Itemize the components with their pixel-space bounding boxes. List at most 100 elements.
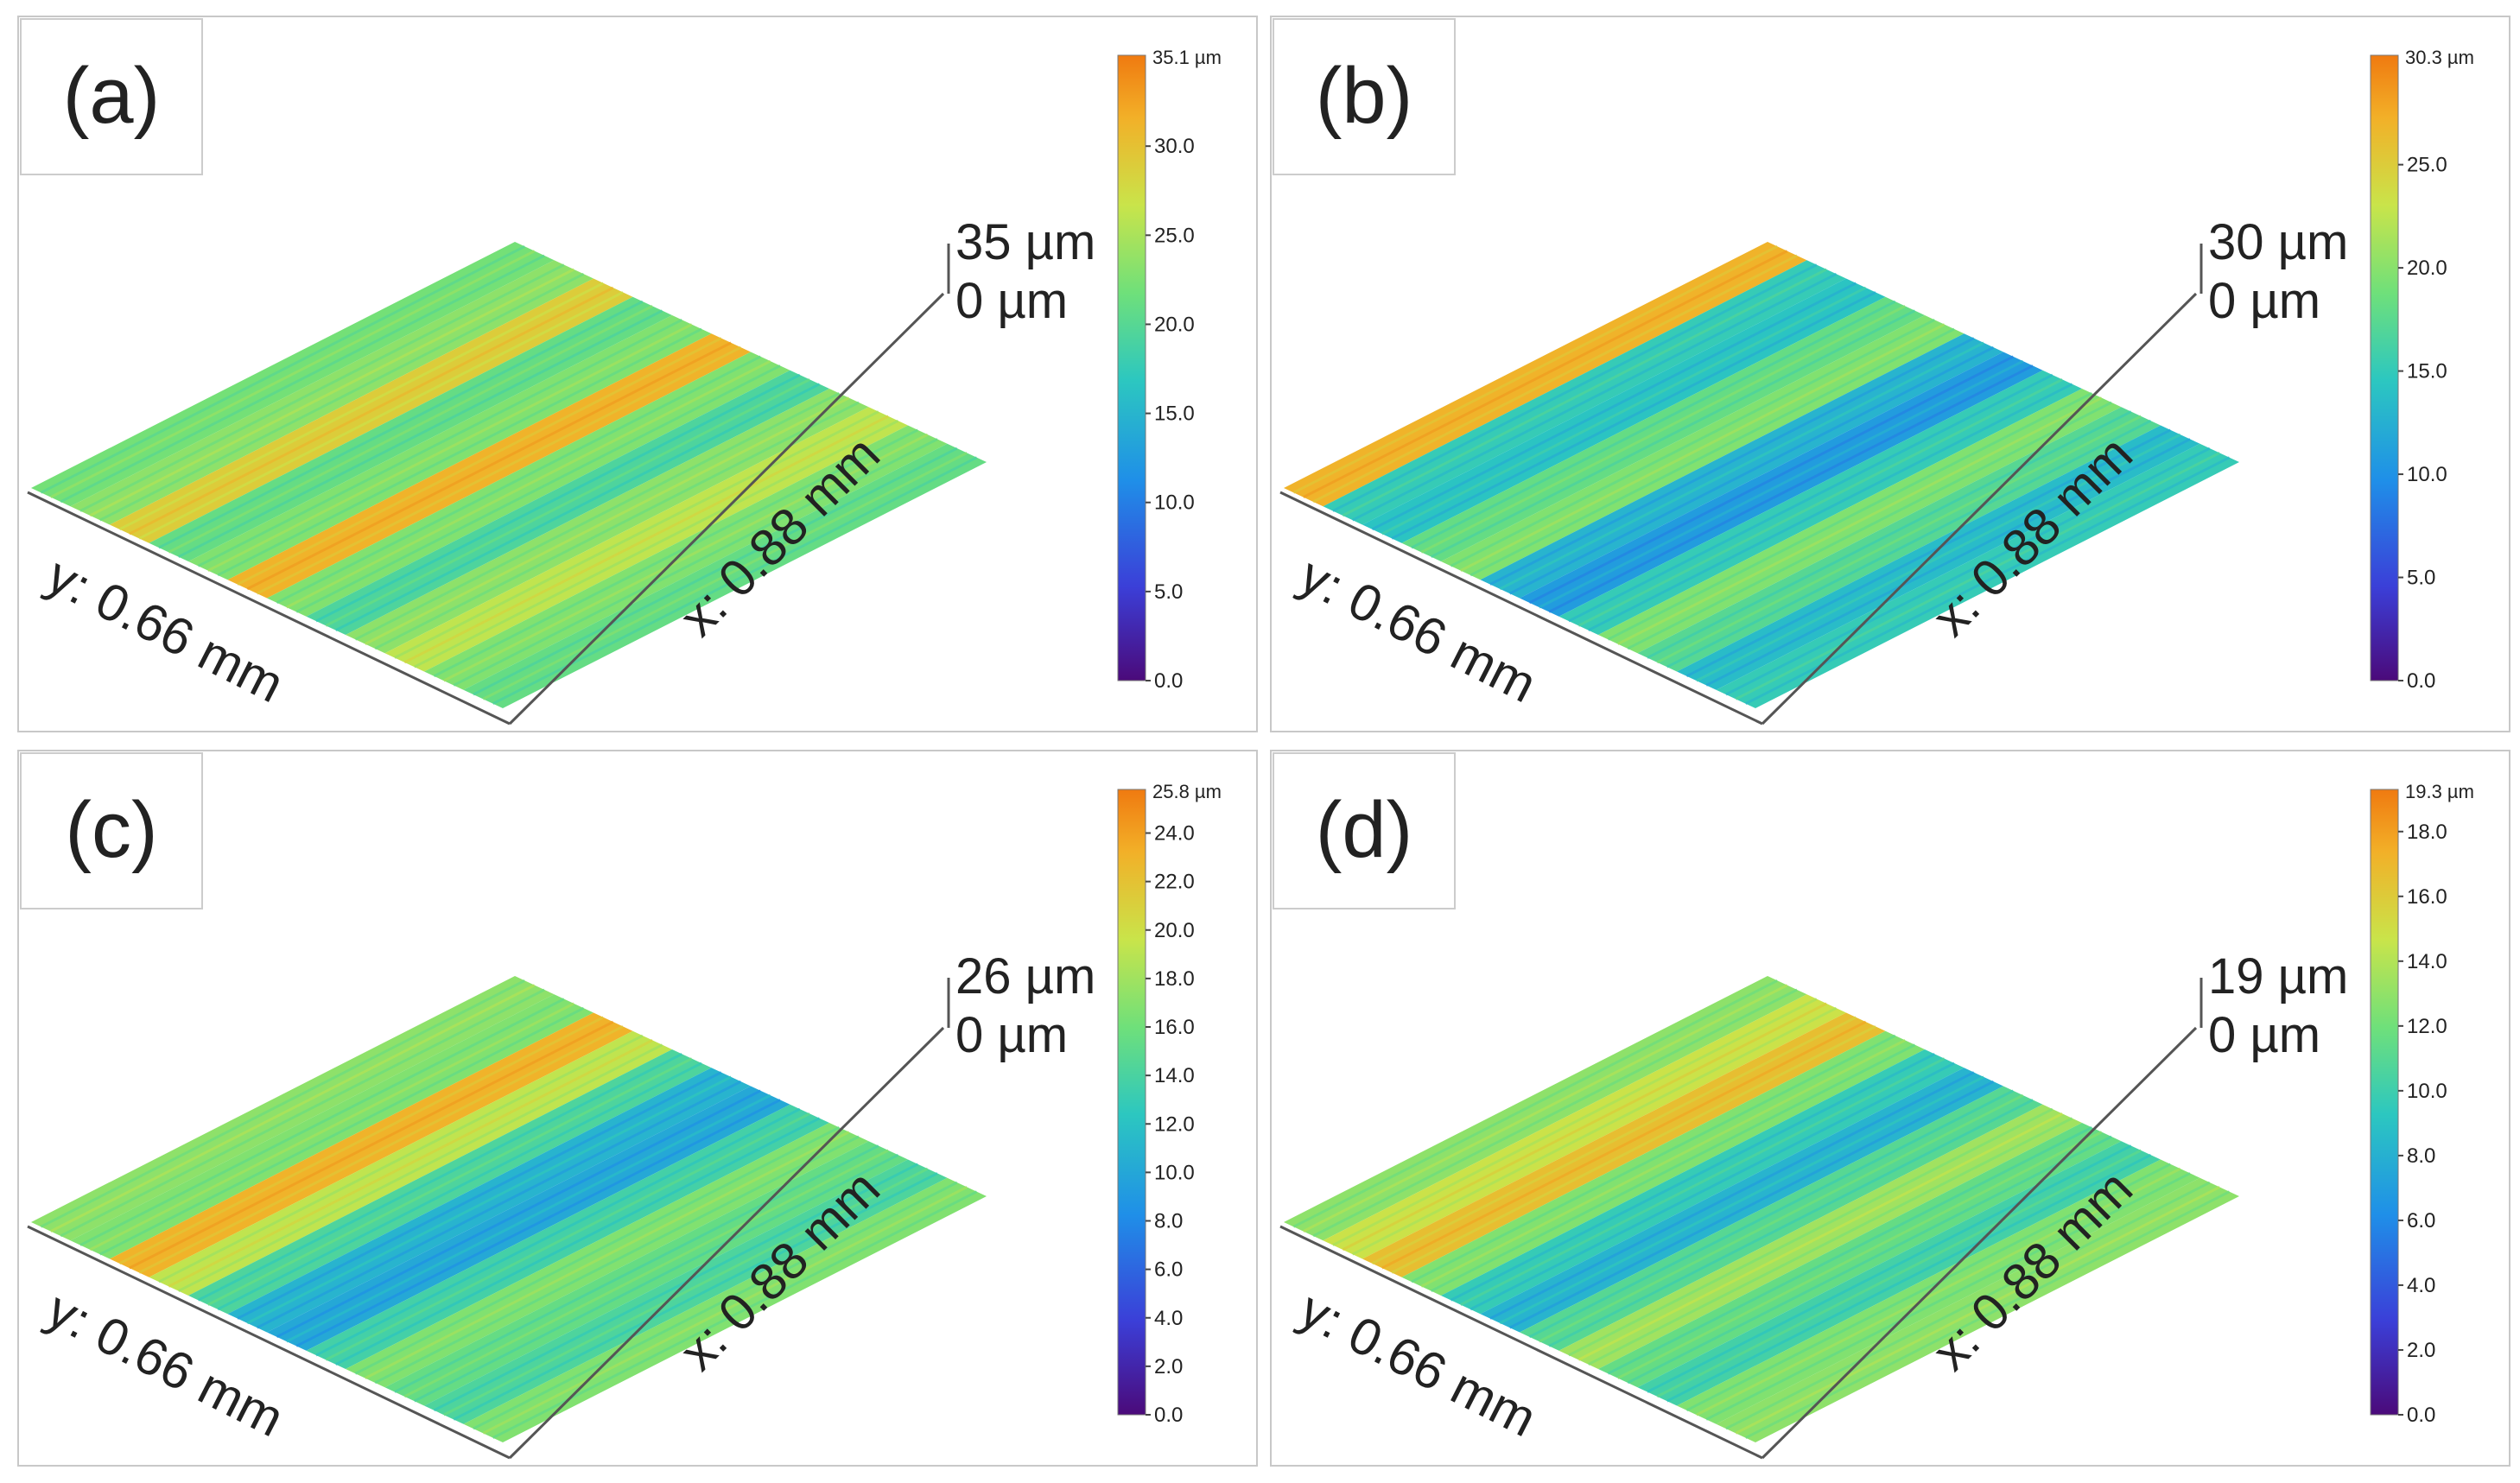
surface-streak [1469,327,1955,577]
surface-streak [374,1135,860,1385]
colorbar-tick-label: 15.0 [1154,402,1195,426]
colorbar-tick-label: 30.0 [1154,135,1195,158]
surface-streak [1528,355,2015,605]
surface-streak [1696,1167,2181,1416]
surface-streak [1391,1025,1876,1274]
panel-label: (a) [63,52,160,140]
colorbar-tick-label: 5.0 [2407,567,2435,590]
surface-streak [1617,396,2103,645]
surface-streak [237,1071,722,1320]
surface-streak [1460,1057,1946,1306]
colorbar-tick-label: 22.0 [1154,871,1195,894]
surface-streak [1342,1002,1827,1252]
z-max-label: 19 µm [2208,948,2348,1005]
surface-streak [1420,1039,1906,1288]
colorbar-tick-label: 10.0 [1154,491,1195,515]
surface-streak [443,433,929,682]
surface-streak [473,447,958,696]
surface-streak [168,305,653,554]
colorbar-tick-label: 2.0 [1154,1355,1183,1378]
colorbar-tick-label: 10.0 [1154,1161,1195,1184]
surface-streak [1587,383,2073,632]
surface-streak [1647,1144,2132,1393]
surface-streak [1705,1172,2191,1421]
surface-stripes [31,976,987,1442]
surface-streak [237,337,722,586]
surface-streak [1381,286,1867,536]
surface-streak [60,254,545,504]
surface-streak [177,309,663,559]
surface-streak [1539,1093,2024,1343]
colorbar-tick-label: 14.0 [1154,1064,1195,1087]
surface-streak [1292,244,1779,494]
panel-b: (b) y: 0.66 mm x: 0.88 mm 30 µm 0 µm 25.… [1270,16,2510,732]
surface-streak [1725,447,2211,696]
colorbar-ticks: 18.0 16.0 14.0 12.0 10.0 8.0 6.0 4.0 2.0 0.0 [2398,821,2447,1427]
surface-streak [1371,1016,1857,1265]
surface-streak [413,1153,899,1403]
surface-streak [1312,254,1798,504]
surface-streak [1312,988,1798,1238]
colorbar-tick-label: 4.0 [2407,1274,2435,1297]
surface-streak [118,282,605,531]
surface-streak [1656,415,2142,664]
colorbar-tick-label: 6.0 [2407,1209,2435,1233]
colorbar-tick-label: 10.0 [2407,1080,2447,1103]
surface-streak [403,1149,889,1398]
colorbar-tick-label: 10.0 [2407,463,2447,486]
surface-plot-c: (c) y: 0.66 mm x: 0.88 mm 26 µm 0 µm 24.… [20,752,1222,1460]
surface-streak [1489,1071,1975,1320]
surface-streak [1705,438,2191,687]
colorbar-tick-label: 14.0 [2407,950,2447,973]
colorbar-tick-label: 6.0 [1154,1258,1183,1282]
surface-streak [492,1190,978,1440]
surface-streak [1303,984,1788,1233]
surface-streak [453,1172,938,1421]
surface-streak [1450,1052,1936,1302]
surface-streak [1647,410,2132,659]
surface-streak [403,415,889,664]
surface-streak [40,979,526,1228]
surface-streak [276,1089,762,1339]
colorbar-tick-label: 8.0 [2407,1144,2435,1168]
x-axis-line [1761,292,2198,726]
surface-streak [158,300,644,549]
surface-streak [354,1125,841,1375]
surface-streak [334,383,821,632]
y-axis-line [27,1225,511,1460]
z-max-label: 26 µm [955,948,1095,1005]
label-box [20,752,203,909]
x-axis-line [508,292,945,726]
colorbar-ticks: 30.0 25.0 20.0 15.0 10.0 5.0 0.0 [1146,135,1195,693]
y-axis-line [1279,491,1763,726]
surface-streak [138,1025,624,1274]
panel-d: (d) y: 0.66 mm x: 0.88 mm 19 µm 0 µm 18.… [1270,750,2510,1467]
surface-streak [1744,1190,2231,1440]
colorbar-ticks: 25.0 20.0 15.0 10.0 5.0 0.0 [2398,154,2447,693]
colorbar-max-label: 30.3 µm [2405,47,2474,68]
surface-streak [334,1117,821,1366]
surface-streak [1685,428,2172,678]
colorbar-tick-label: 2.0 [2407,1339,2435,1362]
surface-streak [118,1016,605,1265]
surface-streak [138,291,624,540]
surface-streak [1430,1043,1916,1293]
surface-streak [197,318,683,567]
surface-streak [79,998,565,1246]
colorbar-tick-label: 5.0 [1154,580,1183,604]
surface-streak [1735,452,2220,700]
colorbar-tick-label: 20.0 [1154,313,1195,336]
surface-streak [1656,1149,2142,1398]
z-min-label: 0 µm [955,273,1068,329]
surface-streak [1450,318,1936,567]
panel-label: (d) [1316,786,1412,874]
surface-streak [1548,364,2034,613]
colorbar [1117,789,1146,1416]
surface-streak [89,1002,574,1252]
surface-streak [1351,272,1838,522]
surface-streak [1685,1163,2172,1412]
surface-streak [217,327,702,577]
surface-streak [315,373,801,623]
surface-streak [413,419,899,669]
colorbar-tick-label: 0.0 [1154,669,1183,693]
